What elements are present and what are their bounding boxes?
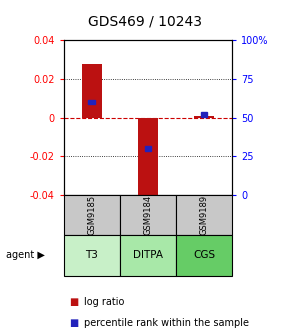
- Text: GSM9189: GSM9189: [200, 195, 209, 235]
- Bar: [82, 64, 102, 118]
- Text: agent ▶: agent ▶: [6, 250, 45, 260]
- Text: ■: ■: [70, 297, 79, 307]
- Text: GDS469 / 10243: GDS469 / 10243: [88, 15, 202, 29]
- Bar: [138, 118, 158, 203]
- Bar: [144, 146, 151, 151]
- Bar: [88, 100, 95, 104]
- Text: GSM9184: GSM9184: [143, 195, 153, 235]
- Text: T3: T3: [85, 250, 98, 260]
- Text: CGS: CGS: [193, 250, 215, 260]
- Bar: [201, 112, 207, 117]
- Text: percentile rank within the sample: percentile rank within the sample: [84, 318, 249, 328]
- Bar: [194, 116, 214, 118]
- Text: GSM9185: GSM9185: [87, 195, 96, 235]
- Text: ■: ■: [70, 318, 79, 328]
- Text: log ratio: log ratio: [84, 297, 124, 307]
- Text: DITPA: DITPA: [133, 250, 163, 260]
